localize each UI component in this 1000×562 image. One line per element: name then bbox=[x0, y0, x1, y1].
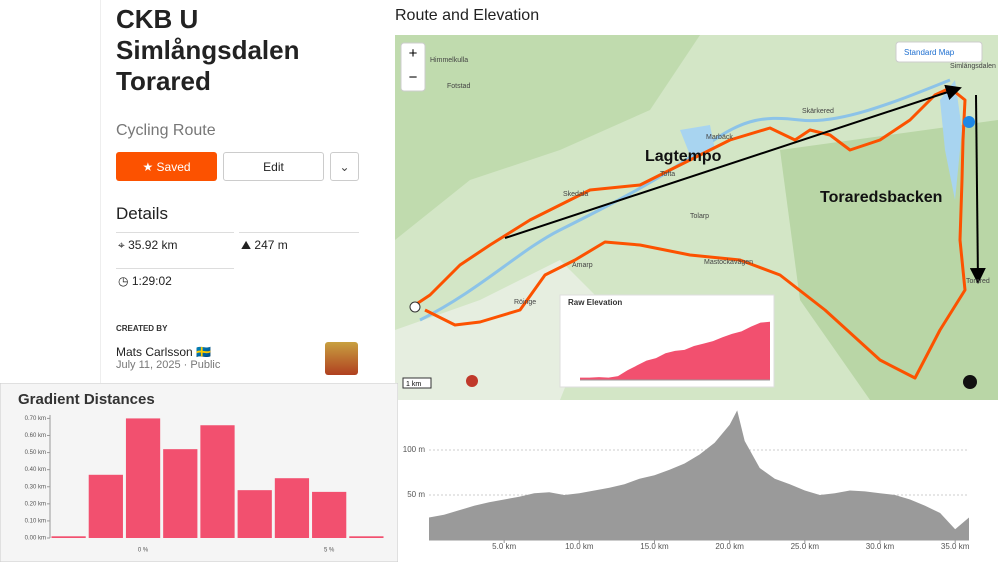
created-by: CREATED BY bbox=[116, 324, 168, 333]
x-tick-label: 5 % bbox=[324, 548, 335, 554]
bar bbox=[237, 490, 272, 538]
route-panel: CKB U Simlångsdalen Torared Cycling Rout… bbox=[100, 0, 381, 383]
divider bbox=[116, 268, 234, 269]
details-heading: Details bbox=[116, 204, 168, 223]
bar bbox=[125, 418, 161, 538]
raw-elevation-title: Raw Elevation bbox=[568, 298, 622, 307]
town bbox=[395, 260, 600, 400]
x-tick-label: 30.0 km bbox=[866, 542, 895, 551]
map[interactable]: Himmelkulla Fotstad Skedala Tofta Marbäc… bbox=[395, 35, 998, 400]
forest bbox=[395, 35, 700, 240]
place-label: Tolarp bbox=[690, 213, 709, 220]
photo-marker[interactable] bbox=[963, 116, 975, 128]
map-style: Standard Map bbox=[904, 48, 955, 57]
avatar[interactable] bbox=[325, 342, 358, 375]
zoom-controls bbox=[400, 42, 426, 92]
route-title: CKB U Simlångsdalen Torared bbox=[116, 4, 300, 96]
gradient-chart: Gradient Distances 0.00 km 0.10 km 0.20 km… bbox=[0, 383, 398, 562]
scale-label: 1 km bbox=[406, 381, 421, 388]
divider bbox=[116, 232, 234, 233]
info-button[interactable] bbox=[963, 375, 977, 389]
place-label: Torared bbox=[966, 278, 990, 285]
arrow bbox=[504, 84, 962, 239]
y-tick-label: 0.50 km bbox=[25, 450, 46, 456]
lake bbox=[680, 125, 715, 155]
elevation: 247 m bbox=[254, 238, 288, 252]
zoom-in[interactable]: + bbox=[409, 45, 418, 62]
elevation-area bbox=[580, 321, 770, 380]
y-tick-label: 50 m bbox=[407, 490, 425, 499]
x-tick-label: 35.0 km bbox=[941, 542, 970, 551]
bar bbox=[88, 474, 123, 538]
place-label: Fotstad bbox=[447, 83, 470, 90]
author[interactable]: Mats Carlsson 🇸🇪 bbox=[116, 345, 211, 359]
map-heading: Route and Elevation bbox=[395, 7, 540, 24]
raw-elevation-chart bbox=[580, 321, 770, 381]
chart-title: Gradient Distances bbox=[18, 391, 155, 408]
distance-stat: ⌖ 35.92 km bbox=[118, 238, 178, 252]
elevation-chart: 50 m 100 m 5.0 km 10.0 km 15.0 km 20.0 km 25.0… bbox=[403, 410, 970, 551]
time-stat: ◷ 1:29:02 bbox=[118, 274, 172, 288]
place-label: Simlångsdalen bbox=[950, 62, 996, 70]
annotation: Lagtempo bbox=[645, 148, 722, 165]
bar bbox=[163, 449, 198, 538]
lake bbox=[940, 80, 962, 200]
place-label: Skärkered bbox=[802, 108, 834, 115]
x-tick-label: 25.0 km bbox=[791, 542, 820, 551]
place-label: Amarp bbox=[572, 262, 593, 269]
gradient-plot: 0.00 km 0.10 km 0.20 km 0.30 km 0.40 km 0.50 … bbox=[25, 415, 384, 554]
x-tick-label: 10.0 km bbox=[565, 542, 594, 551]
elevation-area bbox=[429, 410, 969, 540]
place-label: Himmelkulla bbox=[430, 57, 468, 64]
annotation: Toraredsbacken bbox=[820, 189, 942, 206]
x-tick-label: 0 % bbox=[138, 548, 149, 554]
x-tick-label: 15.0 km bbox=[640, 542, 669, 551]
divider bbox=[239, 232, 359, 233]
start-marker bbox=[409, 301, 421, 313]
place-label: Tofta bbox=[660, 171, 675, 178]
y-tick-label: 0.60 km bbox=[25, 433, 46, 439]
bar bbox=[312, 491, 347, 538]
arrow bbox=[969, 94, 986, 284]
saved-button[interactable]: ★ Saved bbox=[116, 152, 217, 181]
forest bbox=[780, 120, 998, 400]
y-tick-label: 0.70 km bbox=[25, 416, 46, 422]
elevation-plot: 50 m 100 m 5.0 km 10.0 km 15.0 km 20.0 km 25.0… bbox=[403, 410, 970, 551]
place-label: Röinge bbox=[514, 299, 536, 306]
place-labels: Himmelkulla Fotstad Skedala Tofta Marbäc… bbox=[430, 57, 996, 306]
bar bbox=[200, 425, 235, 538]
poi-marker bbox=[466, 375, 478, 387]
map-style-select[interactable] bbox=[895, 41, 983, 63]
bar bbox=[349, 536, 384, 538]
y-tick-label: 0.10 km bbox=[25, 518, 46, 524]
y-tick-label: 0.20 km bbox=[25, 501, 46, 507]
date-line: July 11, 2025 · Public bbox=[116, 359, 221, 371]
zoom-out[interactable]: − bbox=[409, 69, 418, 86]
bar bbox=[274, 478, 310, 538]
elevation-stat: ⛰ 247 m bbox=[241, 238, 288, 252]
place-label: Mastockavägen bbox=[704, 259, 753, 266]
time: 1:29:02 bbox=[131, 274, 172, 288]
route-subtitle: Cycling Route bbox=[116, 122, 216, 139]
distance: 35.92 km bbox=[128, 238, 178, 252]
place-label: Skedala bbox=[563, 191, 588, 198]
bar bbox=[51, 536, 86, 538]
x-tick-label: 20.0 km bbox=[715, 542, 744, 551]
saved-label: Saved bbox=[156, 159, 191, 174]
scale-bar bbox=[402, 377, 432, 389]
more-button[interactable]: ⌄ bbox=[330, 152, 359, 181]
y-tick-label: 100 m bbox=[403, 445, 426, 454]
y-tick-label: 0.40 km bbox=[25, 467, 46, 473]
y-tick-label: 0.00 km bbox=[25, 536, 46, 542]
place-label: Marbäck bbox=[706, 134, 733, 141]
x-tick-label: 5.0 km bbox=[492, 542, 516, 551]
y-tick-label: 0.30 km bbox=[25, 484, 46, 490]
edit-button[interactable]: Edit bbox=[223, 152, 324, 181]
